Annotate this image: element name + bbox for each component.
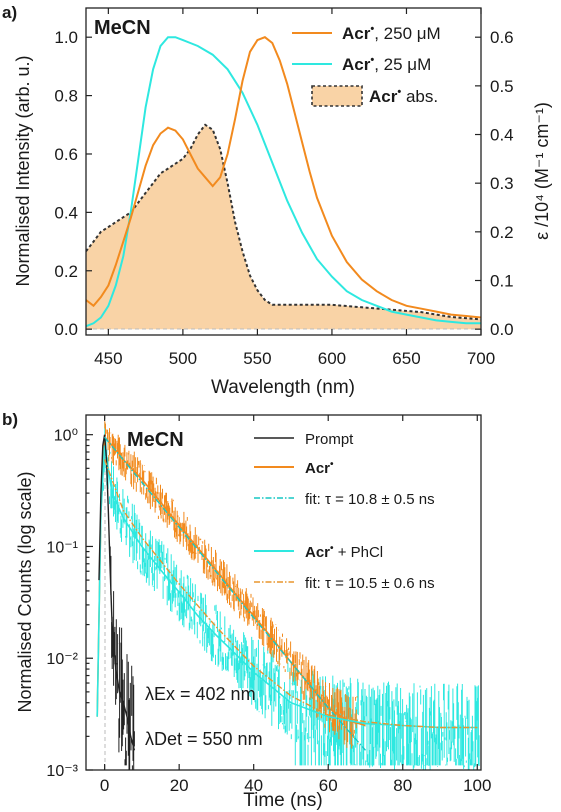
legend-rest: , 25 μM [374, 55, 431, 74]
y2-tick-label: 0.2 [490, 223, 514, 242]
legend-radical-dot: • [330, 459, 334, 470]
x-tick-label: 0 [100, 776, 109, 795]
x-tick-label: 650 [392, 349, 420, 368]
x-tick-label: 600 [318, 349, 346, 368]
y-tick-label: 10⁻³ [46, 763, 78, 780]
acr-phcl-noise [102, 423, 480, 770]
legend-label-abs: Acr• abs. [369, 86, 438, 106]
acr-phcl-decay-trace [96, 445, 478, 729]
legend-label-250uM: Acr•, 250 μM [342, 23, 441, 43]
detection-wavelength-label: λDet = 550 nm [145, 729, 263, 749]
y2-tick-label: 0.5 [490, 77, 514, 96]
panel-b-legend: Prompt Acr• fit: τ = 10.8 ± 0.5 ns Acr• … [254, 431, 435, 592]
y2-tick-label: 0.3 [490, 174, 514, 193]
y2-tick-label: 0.4 [490, 126, 514, 145]
panel-b-solvent-label: MeCN [127, 429, 184, 451]
panel-a-label: a) [2, 3, 17, 22]
y-tick-label: 0.4 [54, 203, 78, 222]
x-tick-label: 20 [170, 776, 189, 795]
y-tick-label: 1.0 [54, 28, 78, 47]
x-tick-label: 550 [243, 349, 271, 368]
panel-a-x-ticks: 450 500 550 600 650 700 [94, 8, 495, 368]
y2-tick-label: 0.1 [490, 272, 514, 291]
y-tick-label: 0.8 [54, 87, 78, 106]
panel-a: a) 450 500 550 600 650 700 0.0 0.2 0.4 0.6 0.8 1.0… [2, 3, 552, 398]
legend-label-acr: Acr• [305, 459, 334, 477]
legend-label-fit-1: fit: τ = 10.8 ± 0.5 ns [305, 491, 435, 508]
x-tick-label: 100 [463, 776, 491, 795]
legend-radical-dot: • [370, 23, 374, 35]
panel-a-plot-area [86, 36, 481, 330]
panel-b-x-ticks: 0 20 40 60 80 100 [100, 415, 491, 795]
legend-rest: , 250 μM [374, 24, 441, 43]
panel-a-right-axis-label: ε /10⁴ (M⁻¹ cm⁻¹) [532, 102, 552, 240]
excitation-wavelength-label: λEx = 402 nm [145, 684, 256, 704]
legend-bold: Acr [305, 460, 330, 477]
y-tick-label: 10⁰ [54, 428, 78, 445]
x-tick-label: 80 [393, 776, 412, 795]
absorption-dashed-line [86, 123, 481, 321]
y2-tick-label: 0.0 [490, 320, 514, 339]
legend-label-25uM: Acr•, 25 μM [342, 54, 431, 74]
x-tick-label: 450 [94, 349, 122, 368]
legend-rest: + PhCl [334, 544, 384, 561]
x-tick-label: 60 [319, 776, 338, 795]
panel-b-y-ticks: 10⁻³ 10⁻² 10⁻¹ 10⁰ [46, 428, 93, 780]
y-tick-label: 10⁻² [46, 651, 78, 668]
legend-radical-dot: • [370, 54, 374, 66]
legend-label-prompt: Prompt [305, 431, 354, 448]
legend-radical-dot: • [397, 86, 401, 98]
legend-bold: Acr [369, 87, 398, 106]
legend-rest: abs. [401, 87, 438, 106]
panel-a-legend: Acr•, 250 μM Acr•, 25 μM Acr• abs. [292, 23, 441, 107]
legend-bold: Acr [305, 544, 330, 561]
legend-swatch-abs [311, 85, 363, 107]
absorption-filled-area [86, 124, 481, 330]
x-tick-label: 700 [467, 349, 495, 368]
panel-a-left-ticks: 0.0 0.2 0.4 0.6 0.8 1.0 [54, 28, 92, 339]
emission-250uM-line [86, 36, 481, 319]
x-tick-label: 500 [169, 349, 197, 368]
x-tick-label: 40 [244, 776, 263, 795]
panel-b-plot-area [96, 415, 480, 770]
y-tick-label: 0.0 [54, 320, 78, 339]
panel-b-y-axis-label: Normalised Counts (log scale) [15, 471, 35, 712]
y2-tick-label: 0.6 [490, 28, 514, 47]
panel-a-left-axis-label: Normalised Intensity (arb. u.) [13, 55, 33, 286]
fit-acr-line [104, 436, 367, 751]
panel-a-solvent-label: MeCN [94, 17, 151, 39]
legend-bold: Acr [342, 55, 371, 74]
panel-b-x-axis-label: Time (ns) [243, 790, 323, 811]
panel-a-frame [85, 7, 482, 336]
fit-acr-phcl-line [103, 459, 478, 729]
legend-bold: Acr [342, 24, 371, 43]
prompt-trace [98, 434, 136, 751]
panel-a-right-ticks: 0.0 0.1 0.2 0.3 0.4 0.5 0.6 [475, 28, 514, 339]
panel-a-x-axis-label: Wavelength (nm) [211, 377, 355, 398]
legend-label-acr-phcl: Acr• + PhCl [305, 543, 383, 561]
panel-b-label: b) [2, 410, 18, 429]
panel-b: b) 0 20 40 60 80 100 10⁻³ 10⁻² 10⁻¹ 10⁰ MeCN Tim… [2, 410, 491, 811]
prompt-noise [109, 546, 135, 770]
y-tick-label: 10⁻¹ [46, 539, 78, 556]
y-tick-label: 0.2 [54, 262, 78, 281]
legend-radical-dot: • [330, 543, 334, 554]
panel-b-frame [85, 414, 482, 771]
y-tick-label: 0.6 [54, 145, 78, 164]
legend-label-fit-2: fit: τ = 10.5 ± 0.6 ns [305, 575, 435, 592]
